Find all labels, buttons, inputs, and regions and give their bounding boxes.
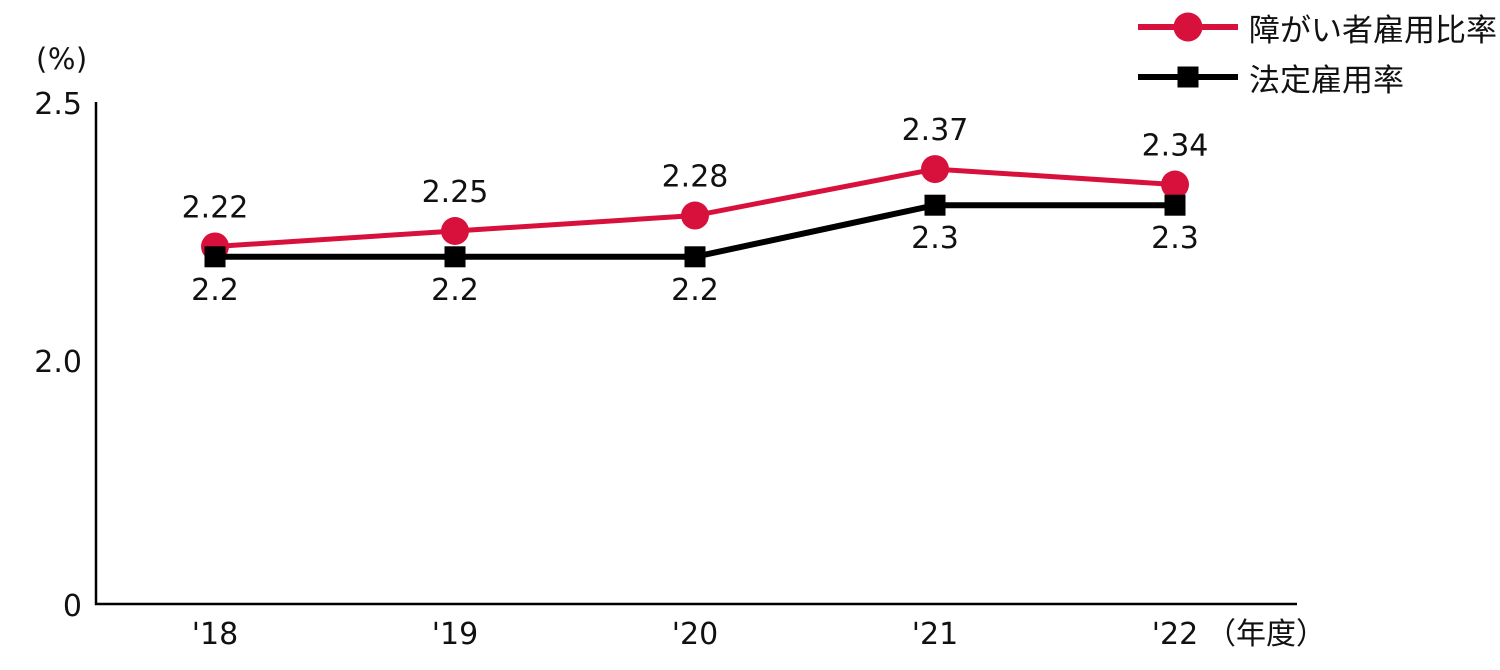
legend-label-disability-employment-rate: 障がい者雇用比率 xyxy=(1249,12,1497,49)
data-label: 2.34 xyxy=(1142,129,1209,164)
circle-marker-icon xyxy=(441,217,469,245)
data-label: 2.37 xyxy=(902,113,969,148)
square-marker-icon xyxy=(924,194,946,216)
data-label: 2.25 xyxy=(422,175,489,210)
data-label: 2.2 xyxy=(671,273,719,308)
legend-item-disability-employment-rate: 障がい者雇用比率 xyxy=(1138,2,1497,52)
x-tick-label: '20 xyxy=(672,617,718,652)
data-label: 2.2 xyxy=(431,273,479,308)
circle-marker-icon xyxy=(681,201,709,230)
legend-line-circle-icon xyxy=(1138,10,1238,44)
x-tick-label: '18 xyxy=(192,617,238,652)
x-axis-unit-label: （年度） xyxy=(1206,617,1326,652)
data-label: 2.3 xyxy=(911,221,959,256)
y-axis-unit-label: (%) xyxy=(36,42,88,76)
data-label: 2.3 xyxy=(1151,221,1199,256)
square-marker-icon xyxy=(204,246,226,268)
y-tick-label: 2.0 xyxy=(34,345,82,380)
legend-line-square-icon xyxy=(1138,60,1238,94)
y-tick-label: 0 xyxy=(63,589,82,624)
data-label: 2.22 xyxy=(182,190,249,225)
axis-lines xyxy=(94,102,1297,606)
square-marker-icon xyxy=(684,246,706,268)
circle-marker-icon xyxy=(1173,12,1203,42)
legend-item-statutory-employment-rate: 法定雇用率 xyxy=(1138,52,1497,102)
legend-label-statutory-employment-rate: 法定雇用率 xyxy=(1249,62,1404,99)
x-tick-label: '19 xyxy=(432,617,478,652)
square-marker-icon xyxy=(1177,66,1199,88)
y-tick-label: 2.5 xyxy=(34,87,82,122)
data-label: 2.28 xyxy=(662,160,729,195)
circle-marker-icon xyxy=(921,155,949,184)
square-marker-icon xyxy=(1164,194,1186,216)
x-tick-label: '21 xyxy=(912,617,958,652)
data-label: 2.2 xyxy=(191,273,239,308)
circle-marker-icon xyxy=(1161,170,1189,199)
legend: 障がい者雇用比率 法定雇用率 xyxy=(1138,2,1497,102)
square-marker-icon xyxy=(444,246,466,268)
x-tick-label: '22 xyxy=(1152,617,1198,652)
